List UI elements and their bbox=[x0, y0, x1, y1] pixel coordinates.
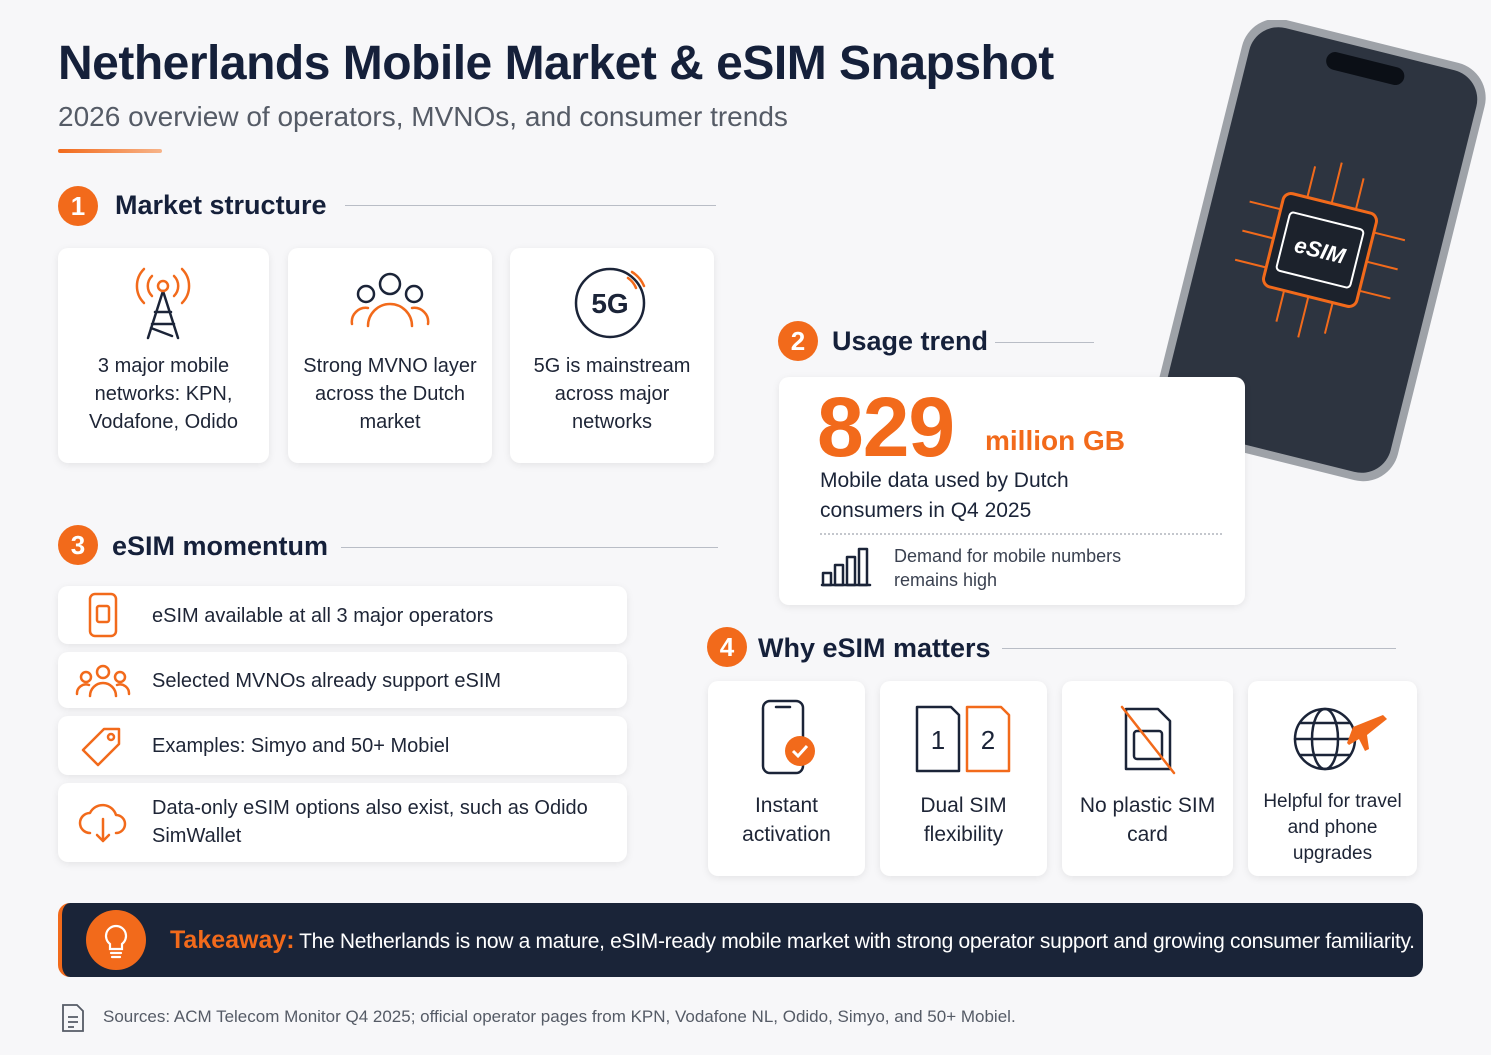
people-icon bbox=[350, 272, 430, 328]
momentum-item: Examples: Simyo and 50+ Mobiel bbox=[58, 716, 627, 775]
section-number: 2 bbox=[778, 321, 818, 361]
usage-card: 829 million GB Mobile data used by Dutch… bbox=[779, 377, 1245, 605]
sim-label: 2 bbox=[981, 725, 995, 755]
no-sim-icon bbox=[1120, 705, 1176, 775]
subtitle: 2026 overview of operators, MVNOs, and c… bbox=[58, 101, 788, 132]
globe-icon bbox=[1293, 707, 1387, 771]
section-number: 3 bbox=[58, 525, 98, 565]
usage-note: Demand for mobile numbers remains high bbox=[894, 546, 1122, 590]
usage-unit: million GB bbox=[985, 425, 1125, 456]
section-heading: Market structure bbox=[115, 190, 327, 220]
section-heading: Usage trend bbox=[832, 326, 989, 356]
divider bbox=[995, 342, 1094, 343]
card-text: 3 major mobile networks: KPN, Vodafone, … bbox=[88, 355, 238, 433]
takeaway: Takeaway: The Netherlands is now a matur… bbox=[170, 926, 1415, 955]
dual-sim-icon: 1 2 bbox=[915, 705, 1011, 773]
momentum-item: Selected MVNOs already support eSIM bbox=[58, 652, 627, 708]
why-text: Instant activation bbox=[742, 794, 831, 846]
bulb-icon bbox=[86, 910, 146, 970]
usage-value: 829 bbox=[817, 380, 955, 474]
usage-description: Mobile data used by Dutch consumers in Q… bbox=[820, 469, 1069, 522]
why-card: 1 2 Dual SIM flexibility bbox=[880, 681, 1047, 876]
market-card: 3 major mobile networks: KPN, Vodafone, … bbox=[58, 248, 269, 463]
tag-icon bbox=[81, 727, 121, 767]
phone-icon bbox=[88, 592, 118, 638]
item-text: eSIM available at all 3 major operators bbox=[152, 605, 494, 627]
card-text: 5G is mainstream across major networks bbox=[533, 355, 691, 433]
activation-icon bbox=[761, 699, 815, 775]
people-icon bbox=[75, 664, 131, 698]
item-text: Examples: Simyo and 50+ Mobiel bbox=[152, 735, 450, 757]
why-text: Dual SIM flexibility bbox=[920, 794, 1007, 846]
document-icon bbox=[62, 1004, 84, 1032]
why-text: No plastic SIM card bbox=[1079, 794, 1216, 846]
sim-label: 1 bbox=[931, 725, 945, 755]
title: Netherlands Mobile Market & eSIM Snapsho… bbox=[58, 37, 1054, 90]
section-heading: Why eSIM matters bbox=[758, 633, 991, 663]
takeaway-label: Takeaway: bbox=[170, 926, 295, 954]
momentum-item: Data-only eSIM options also exist, such … bbox=[58, 783, 627, 862]
phone-illustration: eSIM bbox=[1154, 20, 1486, 482]
why-card: Helpful for travel and phone upgrades bbox=[1248, 681, 1417, 876]
card-text: Strong MVNO layer across the Dutch marke… bbox=[303, 355, 477, 433]
why-text: Helpful for travel and phone upgrades bbox=[1263, 791, 1402, 864]
cloud-icon bbox=[78, 803, 127, 843]
item-text: Selected MVNOs already support eSIM bbox=[152, 670, 502, 692]
market-card: 5G 5G is mainstream across major network… bbox=[510, 248, 714, 463]
section-heading: eSIM momentum bbox=[112, 531, 329, 561]
bars-icon bbox=[820, 547, 872, 587]
section-number: 1 bbox=[58, 186, 98, 226]
section-number: 4 bbox=[707, 627, 747, 667]
accent-line bbox=[58, 149, 162, 153]
divider bbox=[1002, 648, 1396, 649]
tower-icon bbox=[135, 267, 191, 340]
sources: Sources: ACM Telecom Monitor Q4 2025; of… bbox=[103, 1007, 1016, 1026]
icon-label: 5G bbox=[591, 288, 628, 319]
item-text: Data-only eSIM options also exist, such … bbox=[152, 797, 588, 847]
takeaway-bar: Takeaway: The Netherlands is now a matur… bbox=[58, 903, 1423, 977]
dotted-divider bbox=[820, 533, 1222, 535]
market-card: Strong MVNO layer across the Dutch marke… bbox=[288, 248, 492, 463]
takeaway-text: The Netherlands is now a mature, eSIM-re… bbox=[299, 930, 1415, 953]
divider bbox=[341, 547, 718, 548]
why-card: Instant activation bbox=[708, 681, 865, 876]
5g-icon: 5G bbox=[574, 267, 646, 339]
why-card: No plastic SIM card bbox=[1062, 681, 1233, 876]
momentum-item: eSIM available at all 3 major operators bbox=[58, 586, 627, 644]
divider bbox=[345, 205, 716, 206]
